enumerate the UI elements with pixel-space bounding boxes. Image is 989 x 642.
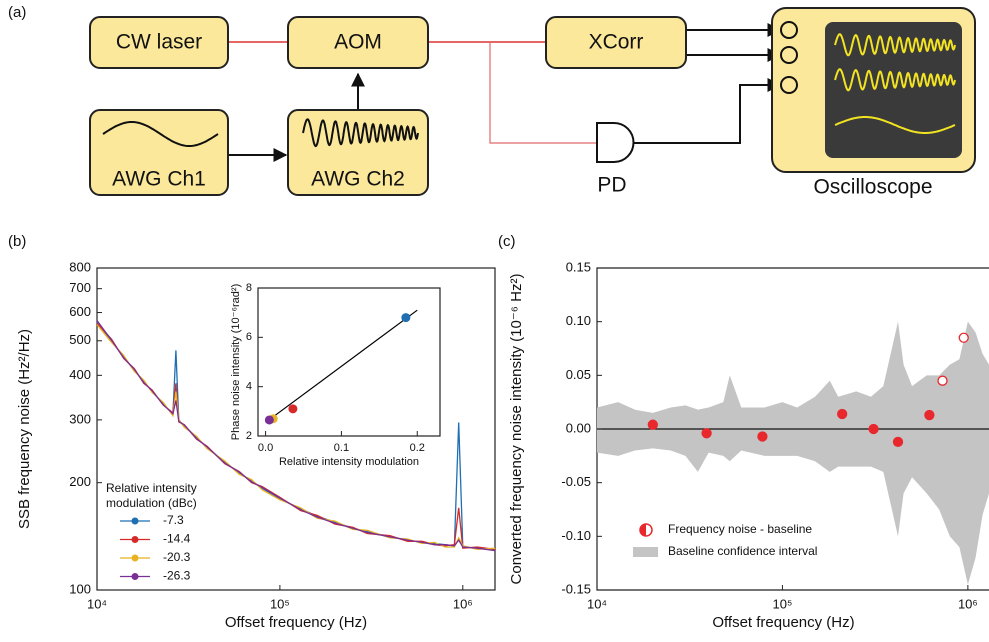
node-label: PD <box>597 174 626 197</box>
y-tick-label: 2 <box>246 430 252 442</box>
data-point <box>925 411 934 420</box>
legend-marker <box>132 518 139 525</box>
x-tick-label: 0.0 <box>258 442 273 454</box>
x-tick-label: 10⁵ <box>773 596 793 611</box>
x-tick-label: 10⁶ <box>958 596 978 611</box>
y-tick-label: 400 <box>69 367 91 382</box>
legend-label: -20.3 <box>163 550 191 564</box>
x-tick-label: 0.1 <box>334 442 349 454</box>
y-tick-label: 0.00 <box>566 420 591 435</box>
legend-label: -26.3 <box>163 569 191 583</box>
node-label: AOM <box>334 31 382 54</box>
legend-label: -7.3 <box>163 513 184 527</box>
y-axis-label: Converted frequency noise intensity (10⁻… <box>508 274 525 585</box>
legend-label: -14.4 <box>163 532 191 546</box>
legend-label: Frequency noise - baseline <box>668 522 812 536</box>
x-tick-label: 10⁶ <box>453 596 473 611</box>
plot-frame <box>258 288 440 436</box>
x-tick-label: 10⁴ <box>587 596 607 611</box>
legend-title: Relative intensity modulation (dBc) <box>106 481 236 511</box>
x-axis-label: Relative intensity modulation <box>279 456 419 468</box>
y-axis-label: Phase noise intensity (10⁻⁶rad²) <box>230 284 242 440</box>
legend-marker <box>132 536 139 543</box>
data-point <box>648 420 657 429</box>
data-point <box>894 437 903 446</box>
node-label: AWG Ch1 <box>112 168 206 191</box>
data-point <box>938 376 947 385</box>
node-label: CW laser <box>116 31 202 54</box>
y-tick-label: -0.10 <box>561 528 591 543</box>
data-point <box>702 429 711 438</box>
data-point <box>288 404 297 413</box>
y-tick-label: 200 <box>69 474 91 489</box>
y-tick-label: 4 <box>246 381 252 393</box>
figure: (a) CW laser AOM XCorr AWG Ch1 AWG Ch2 P… <box>0 0 989 642</box>
y-tick-label: -0.15 <box>561 581 591 596</box>
legend-swatch <box>633 547 658 557</box>
x-tick-label: 0.2 <box>410 442 425 454</box>
photodiode-icon <box>597 123 634 162</box>
y-tick-label: 0.15 <box>566 259 591 274</box>
panel-label: (c) <box>498 233 516 250</box>
y-tick-label: 100 <box>69 581 91 596</box>
panel-label: (a) <box>8 4 26 21</box>
y-tick-label: 800 <box>69 259 91 274</box>
x-axis-label: Offset frequency (Hz) <box>712 614 854 631</box>
x-tick-label: 10⁴ <box>87 596 107 611</box>
y-tick-label: 8 <box>246 282 252 294</box>
legend-label: Baseline confidence interval <box>668 544 817 558</box>
figure-canvas: (a) CW laser AOM XCorr AWG Ch1 AWG Ch2 P… <box>0 0 989 642</box>
oscilloscope-screen <box>825 22 962 158</box>
x-axis-label: Offset frequency (Hz) <box>225 614 367 631</box>
signal-arrow <box>632 85 780 143</box>
panel-label: (b) <box>8 233 26 250</box>
y-tick-label: 0.05 <box>566 367 591 382</box>
y-tick-label: 6 <box>246 331 252 343</box>
node-label: XCorr <box>589 31 644 54</box>
data-point <box>838 409 847 418</box>
legend-marker <box>132 555 139 562</box>
data-point <box>959 333 968 342</box>
node-label: AWG Ch2 <box>311 168 405 191</box>
y-axis-label: SSB frequency noise (Hz²/Hz) <box>16 329 33 529</box>
data-point <box>758 432 767 441</box>
y-tick-label: 600 <box>69 304 91 319</box>
y-tick-label: 500 <box>69 332 91 347</box>
y-tick-label: -0.05 <box>561 474 591 489</box>
data-point <box>401 313 410 322</box>
y-tick-label: 0.10 <box>566 313 591 328</box>
data-point <box>869 425 878 434</box>
y-tick-label: 700 <box>69 280 91 295</box>
y-tick-label: 300 <box>69 411 91 426</box>
data-point <box>265 415 274 424</box>
node-label: Oscilloscope <box>813 176 932 199</box>
legend-marker <box>132 573 139 580</box>
x-tick-label: 10⁵ <box>270 596 290 611</box>
